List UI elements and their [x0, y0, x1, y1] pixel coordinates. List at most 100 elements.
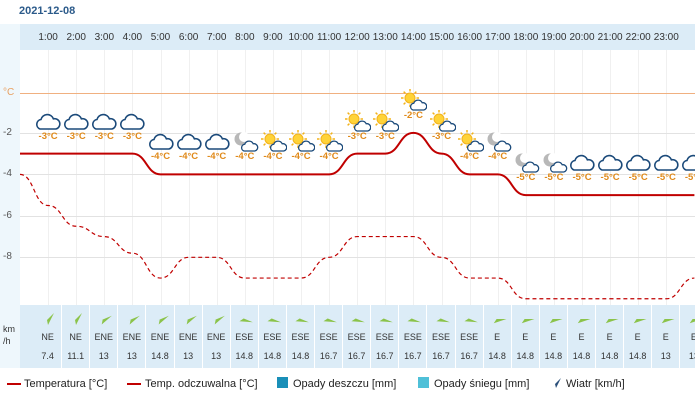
wind-direction-arrow-icon	[321, 312, 337, 326]
sun-cloud-icon	[456, 130, 484, 153]
temperature-label: -3°C	[66, 130, 86, 142]
wind-cell: ESE 16.7	[343, 305, 372, 368]
legend: Temperatura [°C] Temp. odczuwalna [°C] O…	[0, 373, 695, 395]
x-gridline	[385, 50, 387, 305]
wind-direction-arrow-icon	[96, 312, 113, 326]
y-tick-label: -2	[3, 126, 12, 138]
x-gridline	[441, 50, 443, 305]
moon-cloud-icon	[540, 151, 568, 173]
wind-direction-label: ENE	[94, 332, 114, 342]
wind-cell: ENE 13	[90, 305, 119, 368]
cloud-icon	[175, 130, 203, 152]
temperature-label: -5°C	[628, 172, 648, 184]
sun-cloud-icon	[428, 109, 456, 132]
legend-rain: Opady deszczu [mm]	[293, 378, 397, 390]
wind-direction-arrow-icon	[69, 312, 83, 326]
wind-cell: E 14.8	[596, 305, 625, 368]
wind-speed-label: 13	[660, 351, 671, 361]
x-gridline	[104, 50, 106, 305]
wind-speed-label: 13	[98, 351, 109, 361]
temperature-label: -4°C	[291, 151, 311, 163]
wind-direction-label: NE	[69, 332, 82, 342]
legend-feels-like: Temp. odczuwalna [°C]	[145, 378, 258, 390]
x-gridline	[413, 50, 415, 305]
wind-direction-label: ESE	[319, 332, 338, 342]
x-gridline	[301, 50, 302, 305]
hour-label: 9:00	[263, 32, 283, 43]
wind-direction-arrow-icon	[377, 312, 394, 326]
temperature-label: -4°C	[460, 151, 480, 163]
x-gridline	[497, 50, 499, 305]
x-gridline	[244, 50, 246, 305]
cloud-icon	[147, 130, 175, 152]
hour-label: 22:00	[625, 32, 651, 43]
moon-cloud-icon	[231, 130, 259, 153]
hour-label: 12:00	[344, 32, 370, 43]
cloud-icon	[34, 110, 62, 132]
x-gridline	[132, 50, 134, 305]
wind-direction-arrow-icon	[573, 312, 591, 326]
temperature-label: -3°C	[347, 130, 367, 142]
temperature-label: -4°C	[263, 151, 283, 163]
wind-speed-label: 11.1	[67, 351, 85, 361]
temperature-chart	[19, 50, 695, 305]
wind-cell: ENE 13	[203, 305, 231, 368]
wind-cell: E 14.8	[624, 305, 653, 368]
wind-direction-arrow-icon	[265, 312, 281, 326]
cloud-icon	[652, 151, 680, 173]
hour-label: 11:00	[316, 32, 342, 43]
cloud-icon	[680, 151, 695, 173]
wind-direction-label: ESE	[291, 332, 310, 342]
hour-label: 19:00	[541, 32, 567, 43]
y-gridline	[20, 132, 695, 134]
wind-speed-label: 13	[211, 351, 222, 361]
wind-speed-label: 14.8	[572, 351, 591, 361]
wind-direction-label: ENE	[178, 332, 198, 342]
temperature-label: -5°C	[656, 172, 676, 184]
cloud-icon	[62, 110, 90, 132]
hour-label: 20:00	[569, 32, 595, 43]
zero-degree-line	[20, 93, 695, 94]
x-gridline	[329, 50, 331, 305]
sun-cloud-icon	[399, 88, 428, 111]
wind-speed-label: 16.7	[319, 351, 338, 361]
wind-cell: ESE 14.8	[287, 305, 315, 368]
wind-speed-label: 13	[183, 351, 194, 361]
wind-direction-arrow-icon	[293, 312, 309, 326]
wind-cell: E 14.8	[512, 305, 540, 368]
wind-cell: ENE 14.8	[147, 305, 175, 368]
x-gridline	[582, 50, 583, 305]
wind-direction-arrow-icon	[208, 312, 225, 326]
cloud-icon	[90, 110, 118, 132]
wind-speed-label: 14.8	[516, 351, 535, 361]
y-tick-label: -4	[3, 168, 12, 180]
wind-unit-h: /h	[3, 336, 11, 346]
x-gridline	[272, 50, 274, 305]
temperature-label: -3°C	[375, 130, 395, 142]
wind-direction-label: ENE	[122, 332, 142, 342]
wind-speed-label: 16.7	[347, 351, 366, 361]
wind-speed-label: 16.7	[460, 351, 478, 361]
hour-label: 16:00	[457, 32, 483, 43]
wind-unit-label: km /h	[3, 323, 15, 347]
wind-cell: ESE 14.8	[231, 305, 259, 368]
temperature-label: -5°C	[544, 172, 564, 184]
wind-direction-label: E	[606, 332, 613, 342]
wind-cell: NE 7.4	[34, 305, 63, 368]
moon-cloud-icon	[512, 151, 540, 173]
sun-cloud-icon	[343, 109, 372, 132]
wind-speed-label: 14.8	[544, 351, 563, 361]
temperature-label: -5°C	[572, 172, 592, 184]
wind-speed-label: 14.8	[263, 351, 282, 361]
wind-speed-label: 13	[126, 351, 137, 361]
temperature-label: -4°C	[179, 151, 199, 163]
wind-cell: E 13	[652, 305, 681, 368]
hour-label: 2:00	[66, 32, 86, 43]
wind-cell: ENE 13	[118, 305, 147, 368]
wind-speed-label: 14.8	[151, 351, 169, 361]
wind-cell: E 14.8	[484, 305, 512, 368]
snow-legend-swatch	[418, 377, 429, 388]
cloud-icon	[568, 151, 596, 173]
wind-direction-arrow-icon	[41, 312, 55, 326]
wind-direction-label: ESE	[460, 332, 479, 342]
